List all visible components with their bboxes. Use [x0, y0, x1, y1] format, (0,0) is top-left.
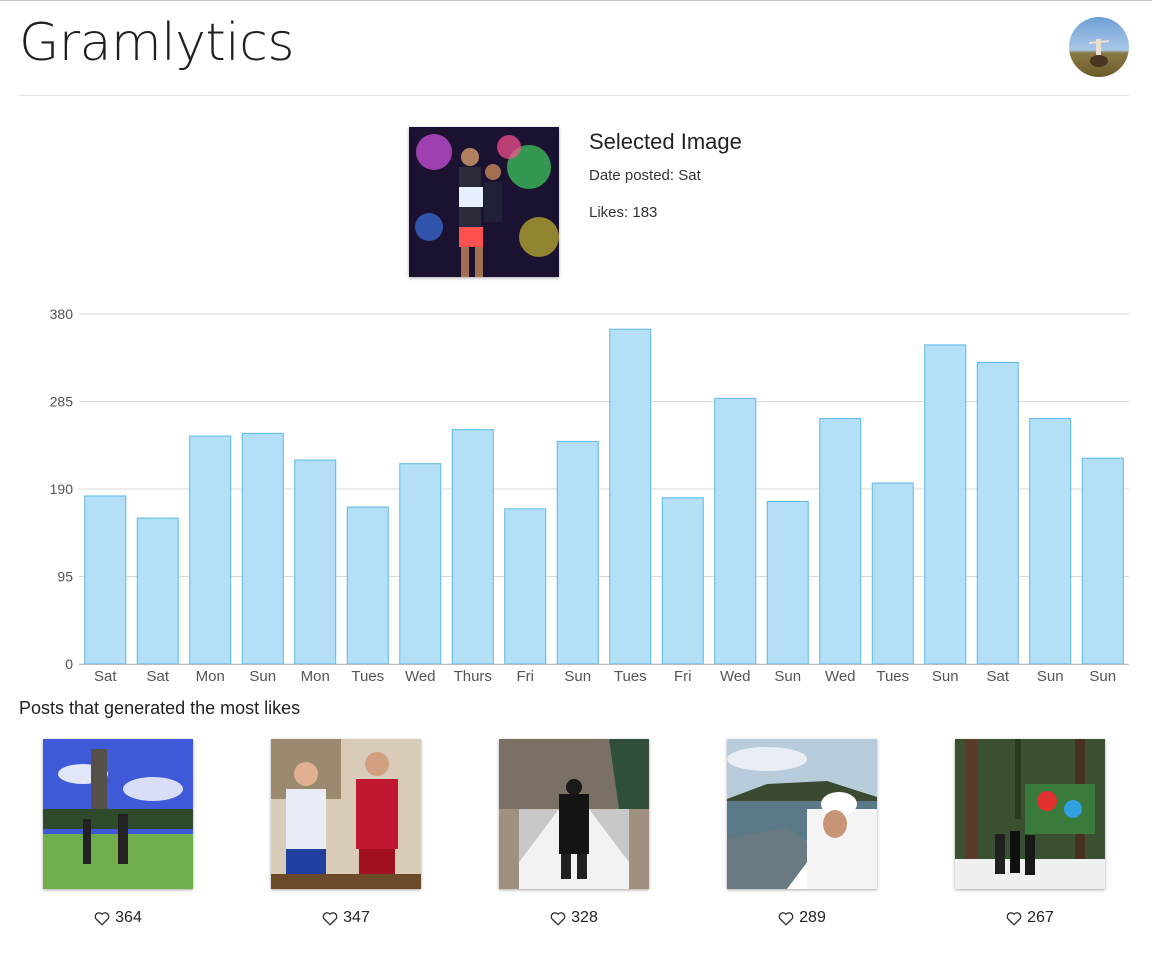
heart-outline-icon[interactable] [778, 911, 794, 926]
y-tick-label: 0 [65, 656, 73, 672]
chart-svg: 0 95 190 285 380 Sat Sat Mon Sun Mon Tues Wed Thurs F… [50, 306, 1129, 685]
top-post-4[interactable]: 289 [727, 739, 877, 927]
x-tick-label: Wed [825, 668, 856, 685]
bar[interactable] [976, 361, 1019, 665]
y-tick-label: 95 [57, 569, 73, 585]
top-post-1[interactable]: 364 [43, 739, 193, 927]
x-tick-label: Sun [1089, 668, 1116, 685]
top-posts-list: 364 347 [0, 739, 1152, 939]
app-title: Gramlytics [19, 13, 294, 73]
post-likes: 364 [43, 909, 193, 927]
post-photo[interactable] [271, 739, 421, 889]
bar[interactable] [84, 495, 127, 665]
x-tick-label: Tues [351, 668, 384, 685]
x-tick-label: Sun [564, 668, 591, 685]
post-photo[interactable] [955, 739, 1105, 889]
post-photo[interactable] [499, 739, 649, 889]
x-tick-label: Sun [774, 668, 801, 685]
top-post-2[interactable]: 347 [271, 739, 421, 927]
bar[interactable] [609, 328, 652, 665]
bar[interactable] [241, 432, 284, 665]
top-post-3[interactable]: 328 [499, 739, 649, 927]
post-likes: 328 [499, 909, 649, 927]
x-tick-label: Fri [674, 668, 692, 685]
x-tick-label: Sun [932, 668, 959, 685]
x-tick-label: Fri [517, 668, 535, 685]
x-tick-label: Sat [146, 668, 169, 685]
likes-value: 364 [115, 909, 142, 926]
bar[interactable] [1029, 418, 1072, 665]
y-tick-label: 285 [50, 394, 74, 410]
heart-outline-icon[interactable] [1006, 911, 1022, 926]
bar[interactable] [136, 517, 179, 665]
x-tick-label: Tues [614, 668, 647, 685]
y-tick-label: 380 [50, 306, 74, 322]
post-likes: 347 [271, 909, 421, 927]
bar[interactable] [294, 459, 337, 665]
bar[interactable] [871, 482, 914, 665]
likes-value: 347 [343, 909, 370, 926]
bar[interactable] [714, 397, 757, 665]
likes-bar-chart: 0 95 190 285 380 Sat Sat Mon Sun Mon Tues Wed Thurs F… [0, 296, 1152, 691]
x-tick-label: Sat [986, 668, 1009, 685]
heart-outline-icon[interactable] [550, 911, 566, 926]
bar[interactable] [819, 418, 862, 665]
likes-value: 328 [571, 909, 598, 926]
heart-outline-icon[interactable] [94, 911, 110, 926]
bar[interactable] [1081, 457, 1124, 665]
selected-title: Selected Image [589, 129, 742, 154]
x-tick-label: Thurs [454, 668, 492, 685]
post-photo[interactable] [727, 739, 877, 889]
x-tick-label: Sun [1037, 668, 1064, 685]
likes-count: Likes: 183 [589, 204, 658, 221]
bar[interactable] [766, 500, 809, 665]
bar[interactable] [399, 463, 442, 665]
header: Gramlytics [19, 1, 1129, 96]
bar[interactable] [451, 429, 494, 665]
post-likes: 289 [727, 909, 877, 927]
bar[interactable] [346, 506, 389, 665]
x-tick-label: Tues [876, 668, 909, 685]
top-posts-title: Posts that generated the most likes [19, 698, 301, 718]
bar[interactable] [661, 497, 704, 665]
bar[interactable] [556, 441, 599, 665]
bar[interactable] [924, 344, 967, 665]
heart-outline-icon[interactable] [322, 911, 338, 926]
date-posted: Date posted: Sat [589, 167, 701, 184]
x-tick-label: Wed [720, 668, 751, 685]
top-post-5[interactable]: 267 [955, 739, 1105, 927]
bar[interactable] [504, 508, 547, 665]
x-tick-label: Wed [405, 668, 436, 685]
likes-value: 289 [799, 909, 826, 926]
x-tick-label: Mon [196, 668, 225, 685]
selected-photo[interactable] [409, 127, 559, 277]
likes-value: 267 [1027, 909, 1054, 926]
post-likes: 267 [955, 909, 1105, 927]
post-photo[interactable] [43, 739, 193, 889]
y-tick-label: 190 [50, 481, 74, 497]
x-tick-label: Mon [301, 668, 330, 685]
x-tick-label: Sat [94, 668, 117, 685]
selected-info: Selected Image Date posted: Sat Likes: 1… [589, 127, 889, 221]
x-tick-label: Sun [249, 668, 276, 685]
user-avatar[interactable] [1069, 17, 1129, 77]
bar[interactable] [189, 435, 232, 665]
